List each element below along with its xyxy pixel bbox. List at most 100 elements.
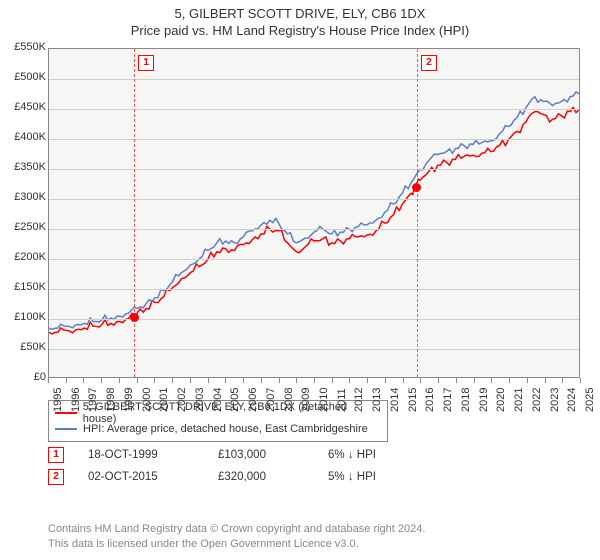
y-axis-label: £400K: [2, 131, 46, 143]
attribution-line1: Contains HM Land Registry data © Crown c…: [48, 522, 425, 537]
gridline: [49, 199, 579, 200]
x-tick: [332, 378, 333, 383]
y-axis-label: £500K: [2, 71, 46, 83]
sale-row-price: £103,000: [218, 449, 328, 461]
sale-row-date: 18-OCT-1999: [88, 449, 218, 461]
chart-container: 5, GILBERT SCOTT DRIVE, ELY, CB6 1DX Pri…: [0, 0, 600, 560]
x-tick: [562, 378, 563, 383]
y-axis-label: £200K: [2, 251, 46, 263]
x-tick: [83, 378, 84, 383]
legend-swatch: [55, 412, 77, 414]
x-tick: [403, 378, 404, 383]
x-axis-label: 2000: [141, 388, 153, 412]
gridline: [49, 229, 579, 230]
x-tick: [261, 378, 262, 383]
x-axis-label: 2013: [371, 388, 383, 412]
x-tick: [48, 378, 49, 383]
y-axis-label: £350K: [2, 161, 46, 173]
x-tick: [208, 378, 209, 383]
sale-row-marker: 2: [48, 469, 64, 485]
sale-point-dot: [130, 313, 139, 322]
x-axis-label: 2016: [424, 388, 436, 412]
x-tick: [509, 378, 510, 383]
y-axis-label: £450K: [2, 101, 46, 113]
x-axis-label: 2001: [158, 388, 170, 412]
y-axis-label: £250K: [2, 221, 46, 233]
x-tick: [190, 378, 191, 383]
sale-row-pct: 6% ↓ HPI: [328, 449, 438, 461]
x-axis-label: 2023: [549, 388, 561, 412]
x-axis-label: 2025: [584, 388, 596, 412]
x-axis-label: 2024: [566, 388, 578, 412]
x-tick: [420, 378, 421, 383]
x-axis-label: 2002: [176, 388, 188, 412]
x-axis-label: 2011: [336, 388, 348, 412]
x-axis-label: 1999: [123, 388, 135, 412]
gridline: [49, 259, 579, 260]
x-tick: [438, 378, 439, 383]
y-axis-label: £300K: [2, 191, 46, 203]
x-axis-label: 2009: [300, 388, 312, 412]
legend-swatch: [55, 428, 77, 430]
x-axis-label: 2017: [442, 388, 454, 412]
x-tick: [243, 378, 244, 383]
x-axis-label: 2003: [194, 388, 206, 412]
gridline: [49, 349, 579, 350]
sale-row-date: 02-OCT-2015: [88, 471, 218, 483]
x-tick: [66, 378, 67, 383]
gridline: [49, 139, 579, 140]
x-tick: [119, 378, 120, 383]
sales-table-row: 1 18-OCT-1999£103,0006% ↓ HPI: [48, 444, 438, 466]
y-axis-label: £0: [2, 371, 46, 383]
sales-table-row: 2 02-OCT-2015£320,0005% ↓ HPI: [48, 466, 438, 488]
x-axis-label: 2004: [212, 388, 224, 412]
gridline: [49, 79, 579, 80]
sales-table: 1 18-OCT-1999£103,0006% ↓ HPI 2 02-OCT-2015…: [48, 444, 438, 488]
x-axis-label: 2006: [247, 388, 259, 412]
series-line-hpi: [49, 92, 579, 330]
attribution-line2: This data is licensed under the Open Gov…: [48, 537, 425, 552]
gridline: [49, 109, 579, 110]
title-block: 5, GILBERT SCOTT DRIVE, ELY, CB6 1DX Pri…: [0, 0, 600, 38]
x-tick: [456, 378, 457, 383]
sale-marker-box: 2: [421, 55, 437, 71]
x-tick: [545, 378, 546, 383]
x-axis-label: 2012: [353, 388, 365, 412]
x-axis-label: 2020: [495, 388, 507, 412]
y-axis-label: £150K: [2, 281, 46, 293]
sale-event-line: [134, 49, 135, 377]
sale-row-marker: 1: [48, 447, 64, 463]
sale-event-line: [417, 49, 418, 377]
y-axis-label: £550K: [2, 41, 46, 53]
x-tick: [137, 378, 138, 383]
legend-label: HPI: Average price, detached house, East…: [83, 423, 368, 435]
gridline: [49, 169, 579, 170]
x-tick: [314, 378, 315, 383]
x-axis-label: 2018: [460, 388, 472, 412]
sale-row-pct: 5% ↓ HPI: [328, 471, 438, 483]
x-axis-label: 1998: [105, 388, 117, 412]
x-tick: [367, 378, 368, 383]
x-tick: [296, 378, 297, 383]
x-tick: [279, 378, 280, 383]
attribution: Contains HM Land Registry data © Crown c…: [48, 522, 425, 552]
x-axis-label: 2022: [531, 388, 543, 412]
title-address: 5, GILBERT SCOTT DRIVE, ELY, CB6 1DX: [0, 6, 600, 21]
x-axis-label: 2021: [513, 388, 525, 412]
x-tick: [172, 378, 173, 383]
gridline: [49, 289, 579, 290]
y-axis-label: £100K: [2, 311, 46, 323]
x-axis-label: 2007: [265, 388, 277, 412]
sale-point-dot: [412, 183, 421, 192]
x-tick: [154, 378, 155, 383]
gridline: [49, 319, 579, 320]
x-axis-label: 2014: [389, 388, 401, 412]
x-axis-label: 1995: [52, 388, 64, 412]
x-tick: [580, 378, 581, 383]
legend-row: HPI: Average price, detached house, East…: [55, 421, 381, 437]
x-axis-label: 2008: [283, 388, 295, 412]
sale-row-price: £320,000: [218, 471, 328, 483]
x-tick: [385, 378, 386, 383]
sale-marker-box: 1: [138, 55, 154, 71]
title-subtitle: Price paid vs. HM Land Registry's House …: [0, 23, 600, 38]
